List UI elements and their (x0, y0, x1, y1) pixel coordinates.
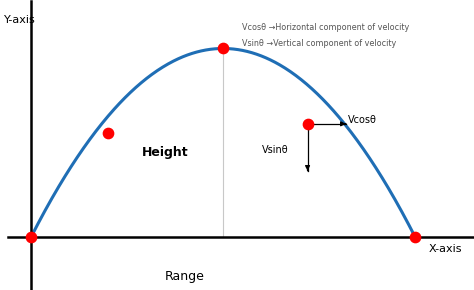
Text: Height: Height (142, 146, 189, 159)
Text: Vsinθ: Vsinθ (262, 145, 288, 155)
Text: Vcosθ →Horizontal component of velocity: Vcosθ →Horizontal component of velocity (242, 23, 410, 32)
Text: X-axis: X-axis (429, 244, 463, 253)
Text: Y-axis: Y-axis (4, 15, 36, 25)
Point (219, 46, 227, 51)
Point (411, 235, 419, 239)
Text: Vsinθ →Vertical component of velocity: Vsinθ →Vertical component of velocity (242, 39, 397, 48)
Point (304, 122, 311, 126)
Point (104, 131, 112, 135)
Text: Range: Range (165, 270, 205, 283)
Point (27, 235, 35, 239)
Text: Vcosθ: Vcosθ (348, 115, 377, 125)
